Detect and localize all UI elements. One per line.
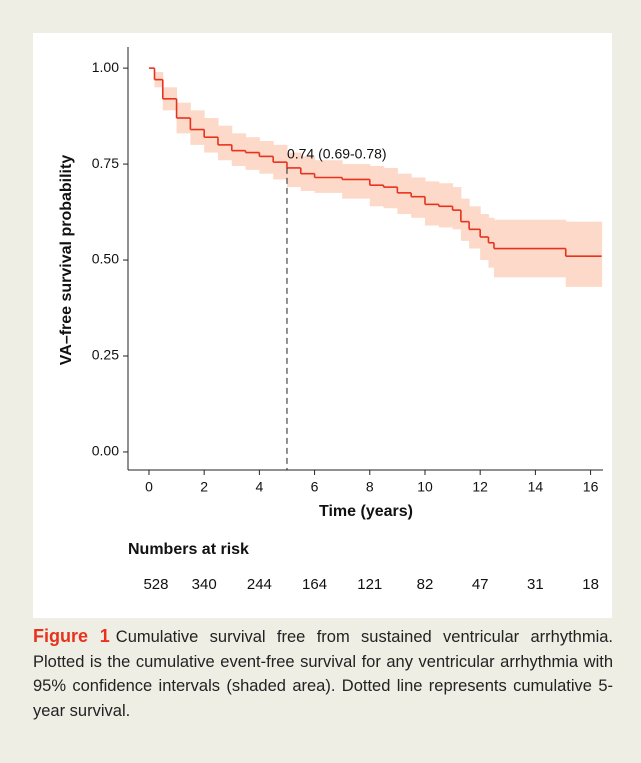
ci-band [438, 183, 454, 228]
ci-band [190, 110, 205, 145]
x-tick-label: 4 [255, 479, 263, 495]
risk-value: 121 [357, 576, 382, 593]
x-tick-label: 10 [417, 479, 433, 495]
panel [33, 33, 612, 618]
ci-band [460, 198, 470, 241]
x-tick-label: 14 [528, 479, 544, 495]
ci-band [342, 164, 371, 199]
y-axis-title: VA–free survival probability [58, 155, 75, 366]
ci-band [469, 206, 481, 249]
x-tick-label: 0 [145, 479, 153, 495]
ci-band [204, 118, 219, 153]
risk-value: 31 [527, 576, 544, 593]
ci-band [245, 137, 260, 170]
x-tick-label: 6 [311, 479, 319, 495]
annotation-text: 0.74 (0.69-0.78) [287, 146, 387, 162]
y-tick-label: 1.00 [92, 59, 119, 75]
ci-band [369, 165, 385, 207]
x-tick-label: 16 [583, 479, 599, 495]
ci-band [286, 152, 302, 188]
y-tick-label: 0.50 [92, 251, 119, 267]
risk-value: 340 [192, 576, 217, 593]
ci-band [231, 133, 247, 166]
ci-band [217, 125, 233, 161]
ci-band [397, 173, 412, 214]
ci-band [411, 177, 426, 218]
y-tick-label: 0.00 [92, 443, 119, 459]
caption-label: Figure 1 [33, 626, 110, 646]
risk-value: 528 [143, 576, 168, 593]
ci-band [314, 160, 343, 193]
ci-band [424, 181, 440, 226]
risk-value: 47 [472, 576, 489, 593]
ci-band [259, 141, 274, 174]
ci-band [565, 221, 603, 287]
risk-value: 244 [247, 576, 272, 593]
ci-band [383, 167, 398, 209]
ci-band [452, 187, 462, 230]
x-axis-title: Time (years) [319, 503, 413, 520]
caption: Figure 1 Cumulative survival free from su… [33, 624, 613, 723]
x-tick-label: 12 [472, 479, 488, 495]
chart: VA–free survival probability Time (years… [33, 33, 612, 618]
x-tick-label: 2 [200, 479, 208, 495]
y-tick-label: 0.25 [92, 347, 119, 363]
x-tick-label: 8 [366, 479, 374, 495]
caption-text: Cumulative survival free from sustained … [33, 628, 614, 720]
risk-value: 164 [302, 576, 327, 593]
risk-value: 18 [582, 576, 599, 593]
y-tick-label: 0.75 [92, 155, 119, 171]
risk-title: Numbers at risk [128, 541, 249, 558]
risk-value: 82 [417, 576, 434, 593]
